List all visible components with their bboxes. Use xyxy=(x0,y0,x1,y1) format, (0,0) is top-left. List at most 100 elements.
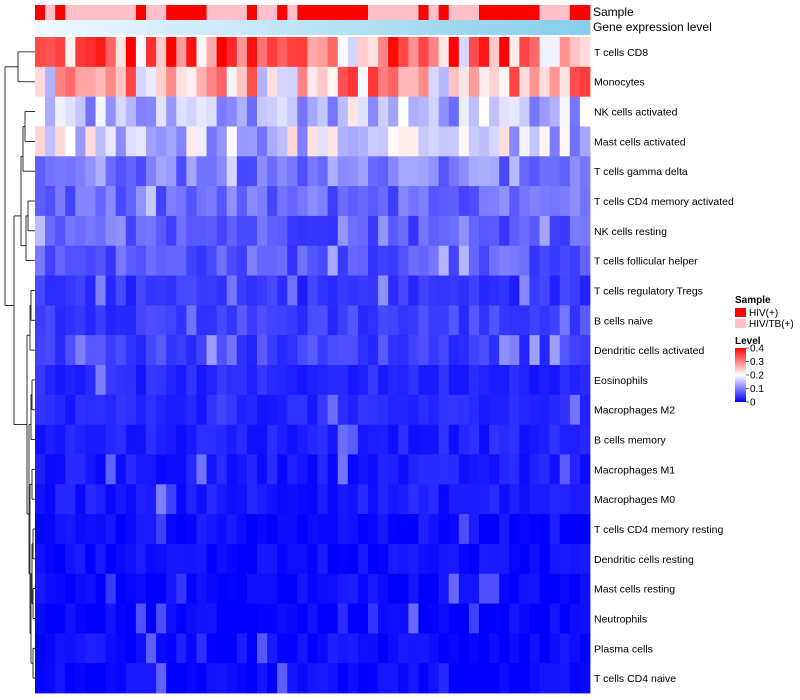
heatmap-cell xyxy=(105,573,117,604)
heatmap-cell xyxy=(408,126,419,157)
heatmap-cell xyxy=(408,275,419,306)
heatmap-cell xyxy=(186,215,197,247)
heatmap-cell xyxy=(307,514,318,545)
heatmap-cell xyxy=(75,66,86,98)
row-label: Dendritic cells activated xyxy=(594,345,704,357)
heatmap-cell xyxy=(115,66,127,98)
heatmap-cell xyxy=(549,245,561,276)
heatmap-cell xyxy=(95,96,107,127)
heatmap-cell xyxy=(176,156,187,187)
heatmap-cell xyxy=(135,37,147,68)
heatmap-cell xyxy=(297,96,308,127)
sample-annotation-cell xyxy=(35,5,46,20)
heatmap-cell xyxy=(45,365,56,396)
heatmap-cell xyxy=(236,156,248,187)
heatmap-cell xyxy=(267,275,278,306)
heatmap-cell xyxy=(186,573,197,604)
heatmap-cell xyxy=(337,96,349,127)
heatmap-cell xyxy=(35,305,46,336)
heatmap-cell xyxy=(448,543,460,575)
heatmap-cell xyxy=(428,633,440,664)
heatmap-cell xyxy=(388,603,399,634)
heatmap-cell xyxy=(85,96,96,127)
heatmap-cell xyxy=(418,305,429,336)
heatmap-cell xyxy=(559,633,571,664)
heatmap-cell xyxy=(156,37,167,68)
heatmap-cell xyxy=(418,663,429,694)
heatmap-cell xyxy=(85,305,96,336)
heatmap-cell xyxy=(489,126,500,157)
heatmap-cell xyxy=(418,394,429,426)
expression-annotation-cell xyxy=(529,20,540,35)
heatmap-cell xyxy=(45,484,56,515)
expression-annotation-cell xyxy=(75,20,86,35)
heatmap-cell xyxy=(357,37,369,68)
heatmap-cell xyxy=(327,543,339,575)
heatmap-cell xyxy=(509,37,520,68)
heatmap-cell xyxy=(135,96,147,127)
heatmap-cell xyxy=(468,424,480,455)
heatmap-cell xyxy=(226,335,238,366)
heatmap-cell xyxy=(327,335,339,366)
heatmap-cell xyxy=(115,514,127,545)
heatmap-cell xyxy=(408,663,419,694)
heatmap-cell xyxy=(458,573,470,604)
heatmap-cell xyxy=(368,186,379,217)
heatmap-cell xyxy=(519,543,530,575)
heatmap-cell xyxy=(166,275,177,306)
heatmap-cell xyxy=(559,573,571,604)
heatmap-cell xyxy=(277,454,288,485)
heatmap-cell xyxy=(479,186,490,217)
expression-annotation-cell xyxy=(35,20,46,35)
heatmap-cell xyxy=(216,573,228,604)
heatmap-cell xyxy=(479,245,490,276)
sample-annotation-cell xyxy=(569,5,581,20)
heatmap-cell xyxy=(569,424,581,455)
heatmap-cell xyxy=(257,215,268,247)
sample-annotation-cell xyxy=(236,5,248,20)
heatmap-cell xyxy=(156,215,167,247)
heatmap-cell xyxy=(549,335,561,366)
heatmap-cell xyxy=(307,37,318,68)
heatmap-cell xyxy=(368,424,379,455)
expression-annotation-cell xyxy=(448,20,460,35)
heatmap-cell xyxy=(539,37,551,68)
heatmap-cell xyxy=(196,335,207,366)
heatmap-cell xyxy=(569,573,581,604)
expression-annotation-cell xyxy=(287,20,298,35)
heatmap-cell xyxy=(569,215,581,247)
heatmap-cell xyxy=(438,156,450,187)
heatmap-cell xyxy=(317,37,329,68)
heatmap-cell xyxy=(468,633,480,664)
heatmap-cell xyxy=(327,514,339,545)
heatmap-cell xyxy=(75,37,86,68)
heatmap-cell xyxy=(398,484,409,515)
heatmap-cell xyxy=(186,514,197,545)
heatmap-cell xyxy=(65,186,76,217)
heatmap-cell xyxy=(186,245,197,276)
heatmap-cell xyxy=(539,275,551,306)
heatmap-cell xyxy=(539,424,551,455)
sample-annotation-cell xyxy=(378,5,389,20)
sample-annotation-cell xyxy=(458,5,470,20)
heatmap-cell xyxy=(176,186,187,217)
heatmap-cell xyxy=(418,514,429,545)
heatmap-cell xyxy=(125,126,137,157)
heatmap-cell xyxy=(499,573,510,604)
sample-annotation-cell xyxy=(398,5,409,20)
heatmap-cell xyxy=(186,96,197,127)
row-label: Plasma cells xyxy=(594,643,653,655)
heatmap-cell xyxy=(559,245,571,276)
row-label: B cells memory xyxy=(594,435,667,447)
heatmap-cell xyxy=(206,335,218,366)
heatmap-cell xyxy=(146,156,157,187)
heatmap-cell xyxy=(428,275,440,306)
heatmap-cell xyxy=(418,335,429,366)
expression-annotation-cell xyxy=(408,20,419,35)
expression-annotation-cell xyxy=(226,20,238,35)
expression-annotation-cell xyxy=(216,20,228,35)
heatmap-cell xyxy=(398,96,409,127)
heatmap-cell xyxy=(206,245,218,276)
heatmap-cell xyxy=(146,484,157,515)
heatmap-cell xyxy=(156,603,167,634)
